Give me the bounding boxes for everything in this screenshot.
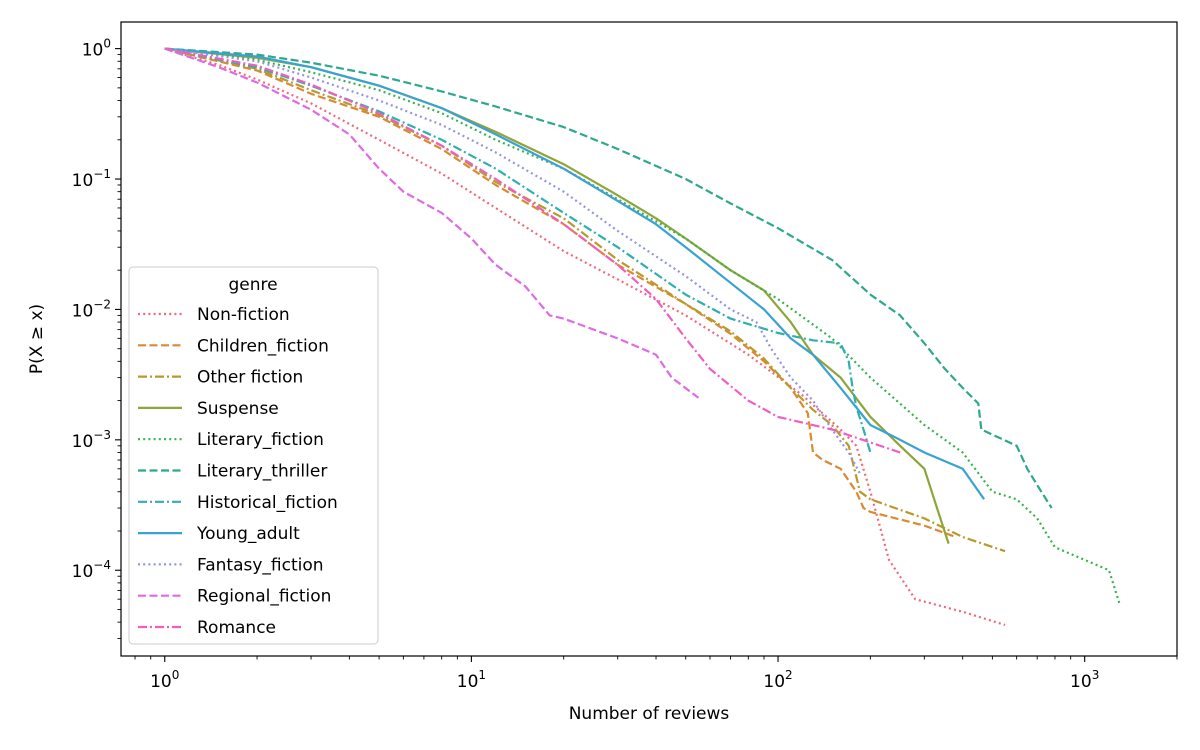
y-tick-label: 10−4 [72,558,111,582]
series-line-literary-thriller [164,47,1053,509]
legend-title: genre [228,275,277,295]
legend-label: Fantasy_fiction [197,555,324,575]
series-line-fantasy-fiction [164,47,861,475]
y-tick-label: 10−1 [72,167,111,191]
x-tick-label: 101 [457,668,486,692]
legend-label: Young_adult [196,524,300,544]
legend-item: Non-fiction [138,305,290,325]
legend-item: Romance [138,618,276,638]
series-line-young-adult [164,47,986,500]
legend-item: Young_adult [138,524,300,544]
legend-item: Fantasy_fiction [138,555,324,575]
legend-label: Suspense [197,399,279,419]
series-line-non-fiction [164,47,1006,627]
legend-label: Literary_thriller [197,462,327,482]
series-layer [164,47,1121,627]
x-axis-title: Number of reviews [569,704,730,724]
series-line-children-fiction [164,47,957,539]
x-tick-label: 100 [150,668,179,692]
legend-item: Literary_thriller [138,462,327,482]
legend-item: Children_fiction [138,336,329,356]
tick-layer: 100 101 102 103 100 10−1 10−2 10−3 10−4 [72,37,1178,692]
legend-label: Children_fiction [197,336,329,356]
legend: genre Non-fiction Children_fiction Other f… [128,266,379,645]
legend-label: Other fiction [197,368,303,388]
x-tick-label: 103 [1070,668,1099,692]
series-line-romance [164,47,901,454]
legend-item: Regional_fiction [138,587,331,607]
legend-label: Romance [197,618,276,638]
plot-frame [120,21,1178,657]
series-line-historical-fiction [164,47,872,453]
series-line-literary-fiction [164,47,1121,605]
legend-box [128,266,379,645]
y-axis-title: P(X ≥ x) [27,304,47,374]
legend-label: Historical_fiction [197,493,338,513]
x-tick-label: 102 [763,668,792,692]
series-line-regional-fiction [164,47,700,399]
legend-label: Regional_fiction [197,587,331,607]
legend-items: Non-fiction Children_fiction Other fiction… [138,305,338,638]
legend-label: Non-fiction [197,305,290,325]
legend-item: Suspense [138,399,279,419]
legend-item: Other fiction [138,368,303,388]
y-tick-label: 10−2 [72,297,111,321]
legend-item: Literary_fiction [138,430,324,450]
legend-item: Historical_fiction [138,493,338,513]
y-tick-label: 100 [82,37,111,61]
legend-label: Literary_fiction [197,430,324,450]
y-tick-label: 10−3 [72,428,111,452]
